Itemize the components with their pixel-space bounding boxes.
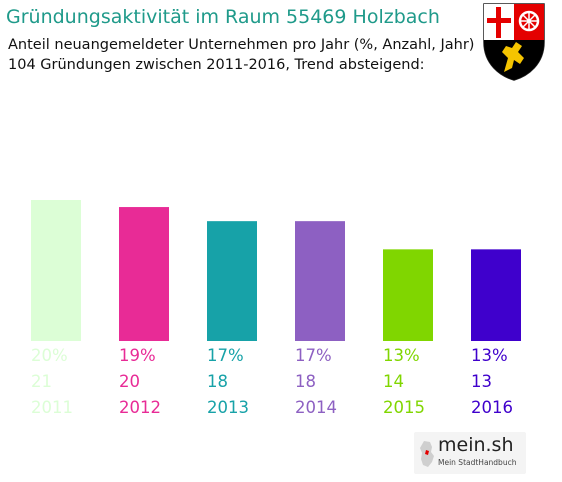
percent-label-2012: 19% [119, 346, 156, 365]
count-label-2015: 14 [383, 372, 404, 391]
subtitle-line-2: 104 Gründungen zwischen 2011-2016, Trend… [8, 57, 425, 73]
bar-2011 [31, 200, 81, 341]
year-label-2015: 2015 [383, 398, 425, 417]
percent-label-2014: 17% [295, 346, 332, 365]
logo-name: mein.sh [438, 434, 514, 456]
year-label-2013: 2013 [207, 398, 249, 417]
count-label-2016: 13 [471, 372, 492, 391]
percent-label-2015: 13% [383, 346, 420, 365]
year-label-2016: 2016 [471, 398, 513, 417]
bar-2016 [471, 249, 521, 341]
percent-label-2016: 13% [471, 346, 508, 365]
count-label-2014: 18 [295, 372, 316, 391]
chart-subtitle: Anteil neuangemeldeter Unternehmen pro J… [8, 35, 474, 75]
count-label-2013: 18 [207, 372, 228, 391]
percent-label-2011: 20% [31, 346, 68, 365]
bar-2014 [295, 221, 345, 341]
germany-map-icon [420, 441, 434, 467]
logo-tagline: Mein StadtHandbuch [438, 458, 517, 467]
bar-2015 [383, 249, 433, 341]
year-label-2014: 2014 [295, 398, 337, 417]
year-label-2012: 2012 [119, 398, 161, 417]
subtitle-line-1: Anteil neuangemeldeter Unternehmen pro J… [8, 37, 475, 53]
percent-label-2013: 17% [207, 346, 244, 365]
count-label-2011: 21 [31, 372, 52, 391]
bar-2012 [119, 207, 169, 341]
chart-title: Gründungsaktivität im Raum 55469 Holzbac… [6, 6, 440, 28]
bar-2013 [207, 221, 257, 341]
rhineland-palatinate-coat-of-arms-icon [478, 2, 550, 82]
count-label-2012: 20 [119, 372, 140, 391]
mein-sh-logo: mein.sh Mein StadtHandbuch [414, 432, 526, 474]
year-label-2011: 2011 [31, 398, 73, 417]
